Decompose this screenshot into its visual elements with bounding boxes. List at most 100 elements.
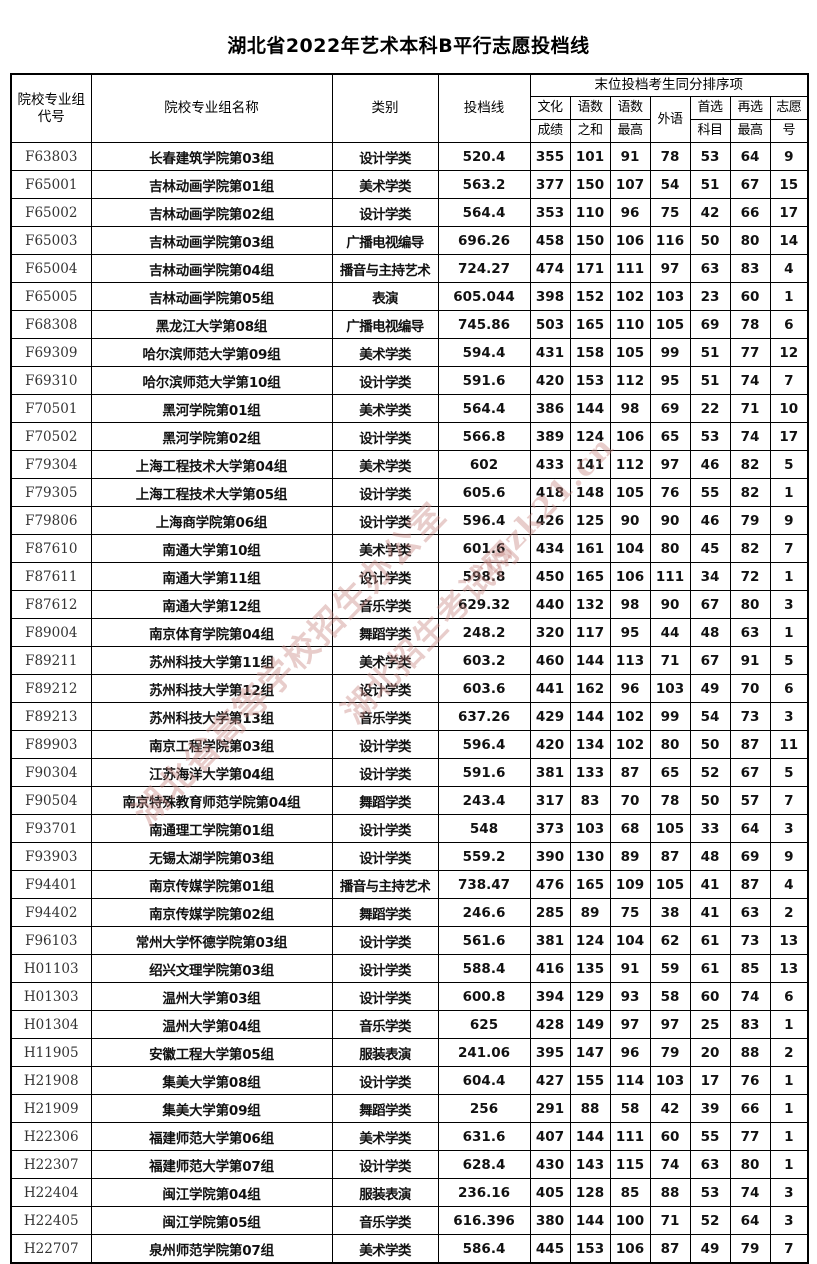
cell-yushu-max: 112 [609,366,651,395]
cell-shouxuan: 48 [689,842,731,871]
table-row: F89211 苏州科技大学第11组 美术学类 603.2 460 144 113 71 67 91… [10,646,809,675]
cell-yushu-sum: 153 [569,1234,611,1264]
cell-score-line: 246.6 [437,898,531,927]
cell-category: 音乐学类 [331,590,439,619]
cell-yushu-sum: 148 [569,478,611,507]
cell-shouxuan: 42 [689,198,731,227]
cell-wenhua: 458 [529,226,571,255]
cell-yushu-sum: 141 [569,450,611,479]
cell-waiyu: 65 [649,758,691,787]
cell-zhiyuan: 7 [769,534,809,563]
cell-shouxuan: 49 [689,674,731,703]
cell-yushu-max: 97 [609,1010,651,1039]
cell-code: F79806 [10,506,92,535]
cell-yushu-max: 113 [609,646,651,675]
cell-category: 服装表演 [331,1038,439,1067]
cell-category: 美术学类 [331,1234,439,1264]
cell-zaixuan-max: 87 [729,870,771,899]
cell-name: 哈尔滨师范大学第09组 [90,338,333,367]
cell-code: H22405 [10,1206,92,1235]
cell-score-line: 596.4 [437,730,531,759]
cell-wenhua: 320 [529,618,571,647]
col-header-zaixuan-l2: 最高 [729,119,771,143]
cell-yushu-max: 109 [609,870,651,899]
cell-shouxuan: 53 [689,1178,731,1207]
cell-name: 南京体育学院第04组 [90,618,333,647]
cell-name: 黑河学院第01组 [90,394,333,423]
cell-wenhua: 381 [529,926,571,955]
cell-wenhua: 420 [529,730,571,759]
cell-category: 表演 [331,282,439,311]
cell-wenhua: 373 [529,814,571,843]
cell-waiyu: 78 [649,142,691,171]
cell-name: 江苏海洋大学第04组 [90,758,333,787]
cell-name: 温州大学第03组 [90,982,333,1011]
cell-code: F90304 [10,758,92,787]
cell-code: F89903 [10,730,92,759]
cell-yushu-sum: 124 [569,926,611,955]
cell-yushu-sum: 149 [569,1010,611,1039]
score-table-container: 院校专业组 代号 院校专业组名称 类别 投档线 末位投档考生同分排序项 文化 语… [10,59,810,1264]
cell-category: 音乐学类 [331,1010,439,1039]
cell-zaixuan-max: 76 [729,1066,771,1095]
cell-name: 吉林动画学院第05组 [90,282,333,311]
cell-code: H21909 [10,1094,92,1123]
cell-code: H11905 [10,1038,92,1067]
cell-score-line: 594.4 [437,338,531,367]
cell-code: F93701 [10,814,92,843]
cell-name: 泉州师范学院第07组 [90,1234,333,1264]
cell-zhiyuan: 9 [769,842,809,871]
cell-zaixuan-max: 63 [729,898,771,927]
cell-yushu-sum: 162 [569,674,611,703]
cell-shouxuan: 51 [689,170,731,199]
cell-category: 美术学类 [331,1122,439,1151]
cell-waiyu: 99 [649,702,691,731]
cell-zaixuan-max: 83 [729,1010,771,1039]
table-row: H21909 集美大学第09组 舞蹈学类 256 291 88 58 42 39 66 1 [10,1094,809,1123]
cell-shouxuan: 41 [689,898,731,927]
cell-waiyu: 105 [649,870,691,899]
cell-score-line: 596.4 [437,506,531,535]
cell-zhiyuan: 5 [769,758,809,787]
table-row: F65004 吉林动画学院第04组 播音与主持艺术 724.27 474 171 111 97… [10,254,809,283]
table-row: F87612 南通大学第12组 音乐学类 629.32 440 132 98 90 67 80 3 [10,590,809,619]
cell-zaixuan-max: 67 [729,170,771,199]
cell-zaixuan-max: 82 [729,450,771,479]
cell-waiyu: 95 [649,366,691,395]
cell-zaixuan-max: 74 [729,1178,771,1207]
cell-wenhua: 355 [529,142,571,171]
cell-zhiyuan: 7 [769,1234,809,1264]
cell-yushu-max: 106 [609,1234,651,1264]
cell-wenhua: 430 [529,1150,571,1179]
cell-shouxuan: 41 [689,870,731,899]
cell-zhiyuan: 6 [769,310,809,339]
col-header-yushusum-l2: 之和 [569,119,611,143]
cell-yushu-sum: 158 [569,338,611,367]
cell-yushu-max: 106 [609,226,651,255]
table-row: F93903 无锡太湖学院第03组 设计学类 559.2 390 130 89 87 48 69 9 [10,842,809,871]
cell-waiyu: 65 [649,422,691,451]
cell-wenhua: 433 [529,450,571,479]
cell-yushu-sum: 117 [569,618,611,647]
cell-yushu-max: 100 [609,1206,651,1235]
cell-wenhua: 285 [529,898,571,927]
cell-score-line: 724.27 [437,254,531,283]
cell-name: 吉林动画学院第02组 [90,198,333,227]
cell-yushu-max: 91 [609,954,651,983]
cell-code: H21908 [10,1066,92,1095]
table-row: F90504 南京特殊教育师范学院第04组 舞蹈学类 243.4 317 83 70 78 50… [10,786,809,815]
col-header-yushusum-l1: 语数 [569,96,611,120]
cell-name: 黑龙江大学第08组 [90,310,333,339]
table-row: H01304 温州大学第04组 音乐学类 625 428 149 97 97 25 83 1 [10,1010,809,1039]
cell-code: F94402 [10,898,92,927]
cell-yushu-sum: 124 [569,422,611,451]
cell-name: 长春建筑学院第03组 [90,142,333,171]
cell-shouxuan: 52 [689,758,731,787]
cell-yushu-sum: 144 [569,702,611,731]
cell-name: 南京工程学院第03组 [90,730,333,759]
table-row: H22306 福建师范大学第06组 美术学类 631.6 407 144 111 60 55 77… [10,1122,809,1151]
cell-score-line: 600.8 [437,982,531,1011]
table-row: F70501 黑河学院第01组 美术学类 564.4 386 144 98 69 22 71 10 [10,394,809,423]
cell-yushu-max: 98 [609,394,651,423]
cell-code: H22307 [10,1150,92,1179]
